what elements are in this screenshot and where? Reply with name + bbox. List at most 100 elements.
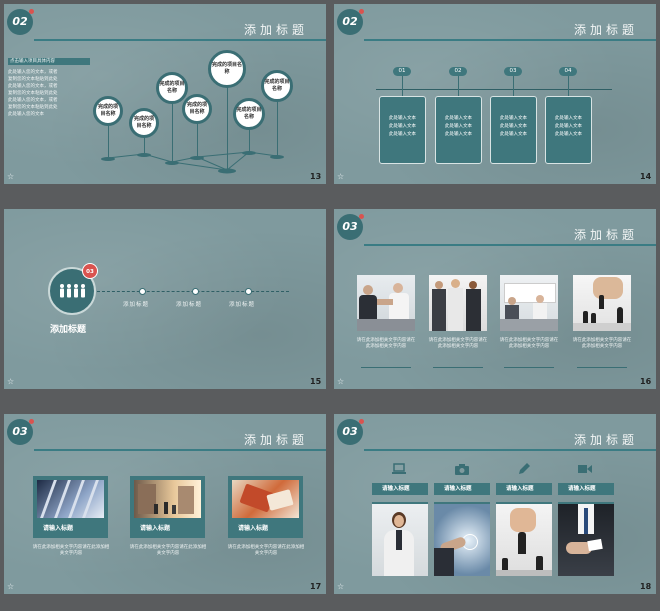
node-2[interactable]: 完成的项目名称 [129, 108, 159, 138]
card-label: 请输入标题 [140, 525, 171, 532]
page-number: 16 [640, 377, 652, 386]
step-num-4: 04 [559, 67, 577, 76]
section-badge: 02 [337, 9, 363, 35]
camera-icon [455, 464, 469, 475]
node-6[interactable]: 完成的项目名称 [233, 98, 265, 130]
photo-caption-3: 请在此添加相关文字内容请在此添加相关文字内容 [499, 338, 559, 349]
slide-18[interactable]: 03 添加标题 请输入标题 请输入标题 请输入标题 请输入标题 [334, 414, 656, 594]
caption-divider-1 [361, 367, 411, 368]
step-stem [402, 76, 403, 96]
star-icon: ☆ [337, 172, 345, 181]
caption-divider-4 [577, 367, 627, 368]
photo-architecture [37, 480, 104, 518]
page-number: 15 [310, 377, 322, 386]
node-stem [277, 100, 278, 157]
card-label-3[interactable]: 请输入标题 [496, 483, 552, 495]
title-line [364, 449, 656, 451]
item-label-3[interactable]: 添加标题 [229, 302, 256, 308]
photo-businesswoman [372, 502, 428, 576]
step-stem [458, 76, 459, 96]
page-number: 18 [640, 582, 652, 591]
node-stem [197, 120, 198, 158]
slide-14[interactable]: 02 添加标题 01 此处输入文本 此处输入文本 此处输入文本 02 此处输入文本此… [334, 4, 656, 184]
card-1[interactable]: 请输入标题 [33, 476, 108, 538]
title-line [364, 244, 656, 246]
node-stem [144, 134, 145, 155]
node-3[interactable]: 完成的项目名称 [156, 72, 188, 104]
title-line [364, 39, 656, 41]
node-4[interactable]: 完成的项目名称 [182, 94, 212, 124]
step-card-4[interactable]: 此处输入文本 此处输入文本 此处输入文本 [545, 96, 592, 164]
page-number: 13 [310, 172, 322, 181]
badge-dot [29, 419, 34, 424]
intro-text: 此处输入您的文本，或者 复制您的文本粘贴到此处 此处输入您的文本，或者 复制您的文本… [8, 70, 58, 117]
slide-15[interactable]: 03 添加标题 添加标题 添加标题 添加标题 ☆ 15 [4, 209, 326, 389]
item-dot-2 [192, 288, 199, 295]
star-icon: ☆ [7, 582, 15, 591]
item-label-2[interactable]: 添加标题 [176, 302, 203, 308]
step-stem [513, 76, 514, 96]
slide-13[interactable]: 02 添加标题 点击输入项目具体内容 此处输入您的文本，或者 复制您的文本粘贴到此… [4, 4, 326, 184]
section-badge: 03 [7, 419, 33, 445]
node-7[interactable]: 完成的项目名称 [261, 70, 293, 102]
star-icon: ☆ [337, 377, 345, 386]
slide-16[interactable]: 03 添加标题 请在此添加相关文字内容请在此添加相关文字内容 [334, 209, 656, 389]
item-dot-1 [139, 288, 146, 295]
card-label-1[interactable]: 请输入标题 [372, 483, 428, 495]
caption-divider-3 [504, 367, 554, 368]
slide-title: 添加标题 [244, 23, 309, 37]
card-label-2[interactable]: 请输入标题 [434, 483, 490, 495]
people-icon [60, 284, 85, 298]
photo-chess-hand [496, 502, 552, 576]
card-label: 请输入标题 [238, 525, 269, 532]
slide-title: 添加标题 [574, 23, 639, 37]
step-num-1: 01 [393, 67, 411, 76]
card-caption-1: 请在此添加相关文字内容请在此添加相关文字内容 [32, 545, 110, 556]
node-stem [108, 122, 109, 159]
section-badge: 02 [7, 9, 33, 35]
card-caption-3: 请在此添加相关文字内容请在此添加相关文字内容 [227, 545, 305, 556]
node-stem [249, 126, 250, 153]
node-5[interactable]: 完成的项目名称 [208, 50, 246, 88]
badge-dot [359, 419, 364, 424]
star-icon: ☆ [7, 377, 15, 386]
video-icon [578, 465, 592, 473]
node-network [101, 151, 284, 174]
badge-dot [29, 9, 34, 14]
small-badge: 03 [82, 263, 98, 279]
slide-title: 添加标题 [574, 228, 639, 242]
photo-caption-4: 请在此添加相关文字内容请在此添加相关文字内容 [572, 338, 632, 349]
node-stem [172, 100, 173, 163]
section-badge: 03 [337, 419, 363, 445]
step-num-2: 02 [449, 67, 467, 76]
photo-team [429, 275, 487, 331]
photo-street [134, 480, 201, 518]
step-num-3: 03 [504, 67, 522, 76]
page-number: 14 [640, 172, 652, 181]
slide-17[interactable]: 03 添加标题 请输入标题 请输入标题 请输入标题 请在此添加相关文字内容请在此… [4, 414, 326, 594]
badge-dot [359, 9, 364, 14]
title-line [34, 449, 326, 451]
item-label-1[interactable]: 添加标题 [123, 302, 150, 308]
photo-touchscreen [434, 502, 490, 576]
title-line [34, 39, 326, 41]
slide-title: 添加标题 [574, 433, 639, 447]
photo-caption-2: 请在此添加相关文字内容请在此添加相关文字内容 [428, 338, 488, 349]
photo-caption-1: 请在此添加相关文字内容请在此添加相关文字内容 [356, 338, 416, 349]
photo-office-desk [500, 275, 558, 331]
card-label-4[interactable]: 请输入标题 [558, 483, 614, 495]
photo-abstract [232, 480, 299, 518]
card-2[interactable]: 请输入标题 [130, 476, 205, 538]
node-1[interactable]: 完成的项目名称 [93, 96, 123, 126]
section-badge: 03 [337, 214, 363, 240]
card-3[interactable]: 请输入标题 [228, 476, 303, 538]
timeline-line [376, 89, 612, 90]
laptop-icon [392, 463, 406, 474]
photo-business-card [558, 502, 614, 576]
step-card-2[interactable]: 此处输入文本 此处输入文本 此处输入文本 [435, 96, 482, 164]
star-icon: ☆ [7, 172, 15, 181]
step-card-3[interactable]: 此处输入文本 此处输入文本 此处输入文本 [490, 96, 537, 164]
intro-heading: 点击输入项目具体内容 [8, 58, 90, 65]
item-dot-3 [245, 288, 252, 295]
step-card-1[interactable]: 此处输入文本 此处输入文本 此处输入文本 [379, 96, 426, 164]
